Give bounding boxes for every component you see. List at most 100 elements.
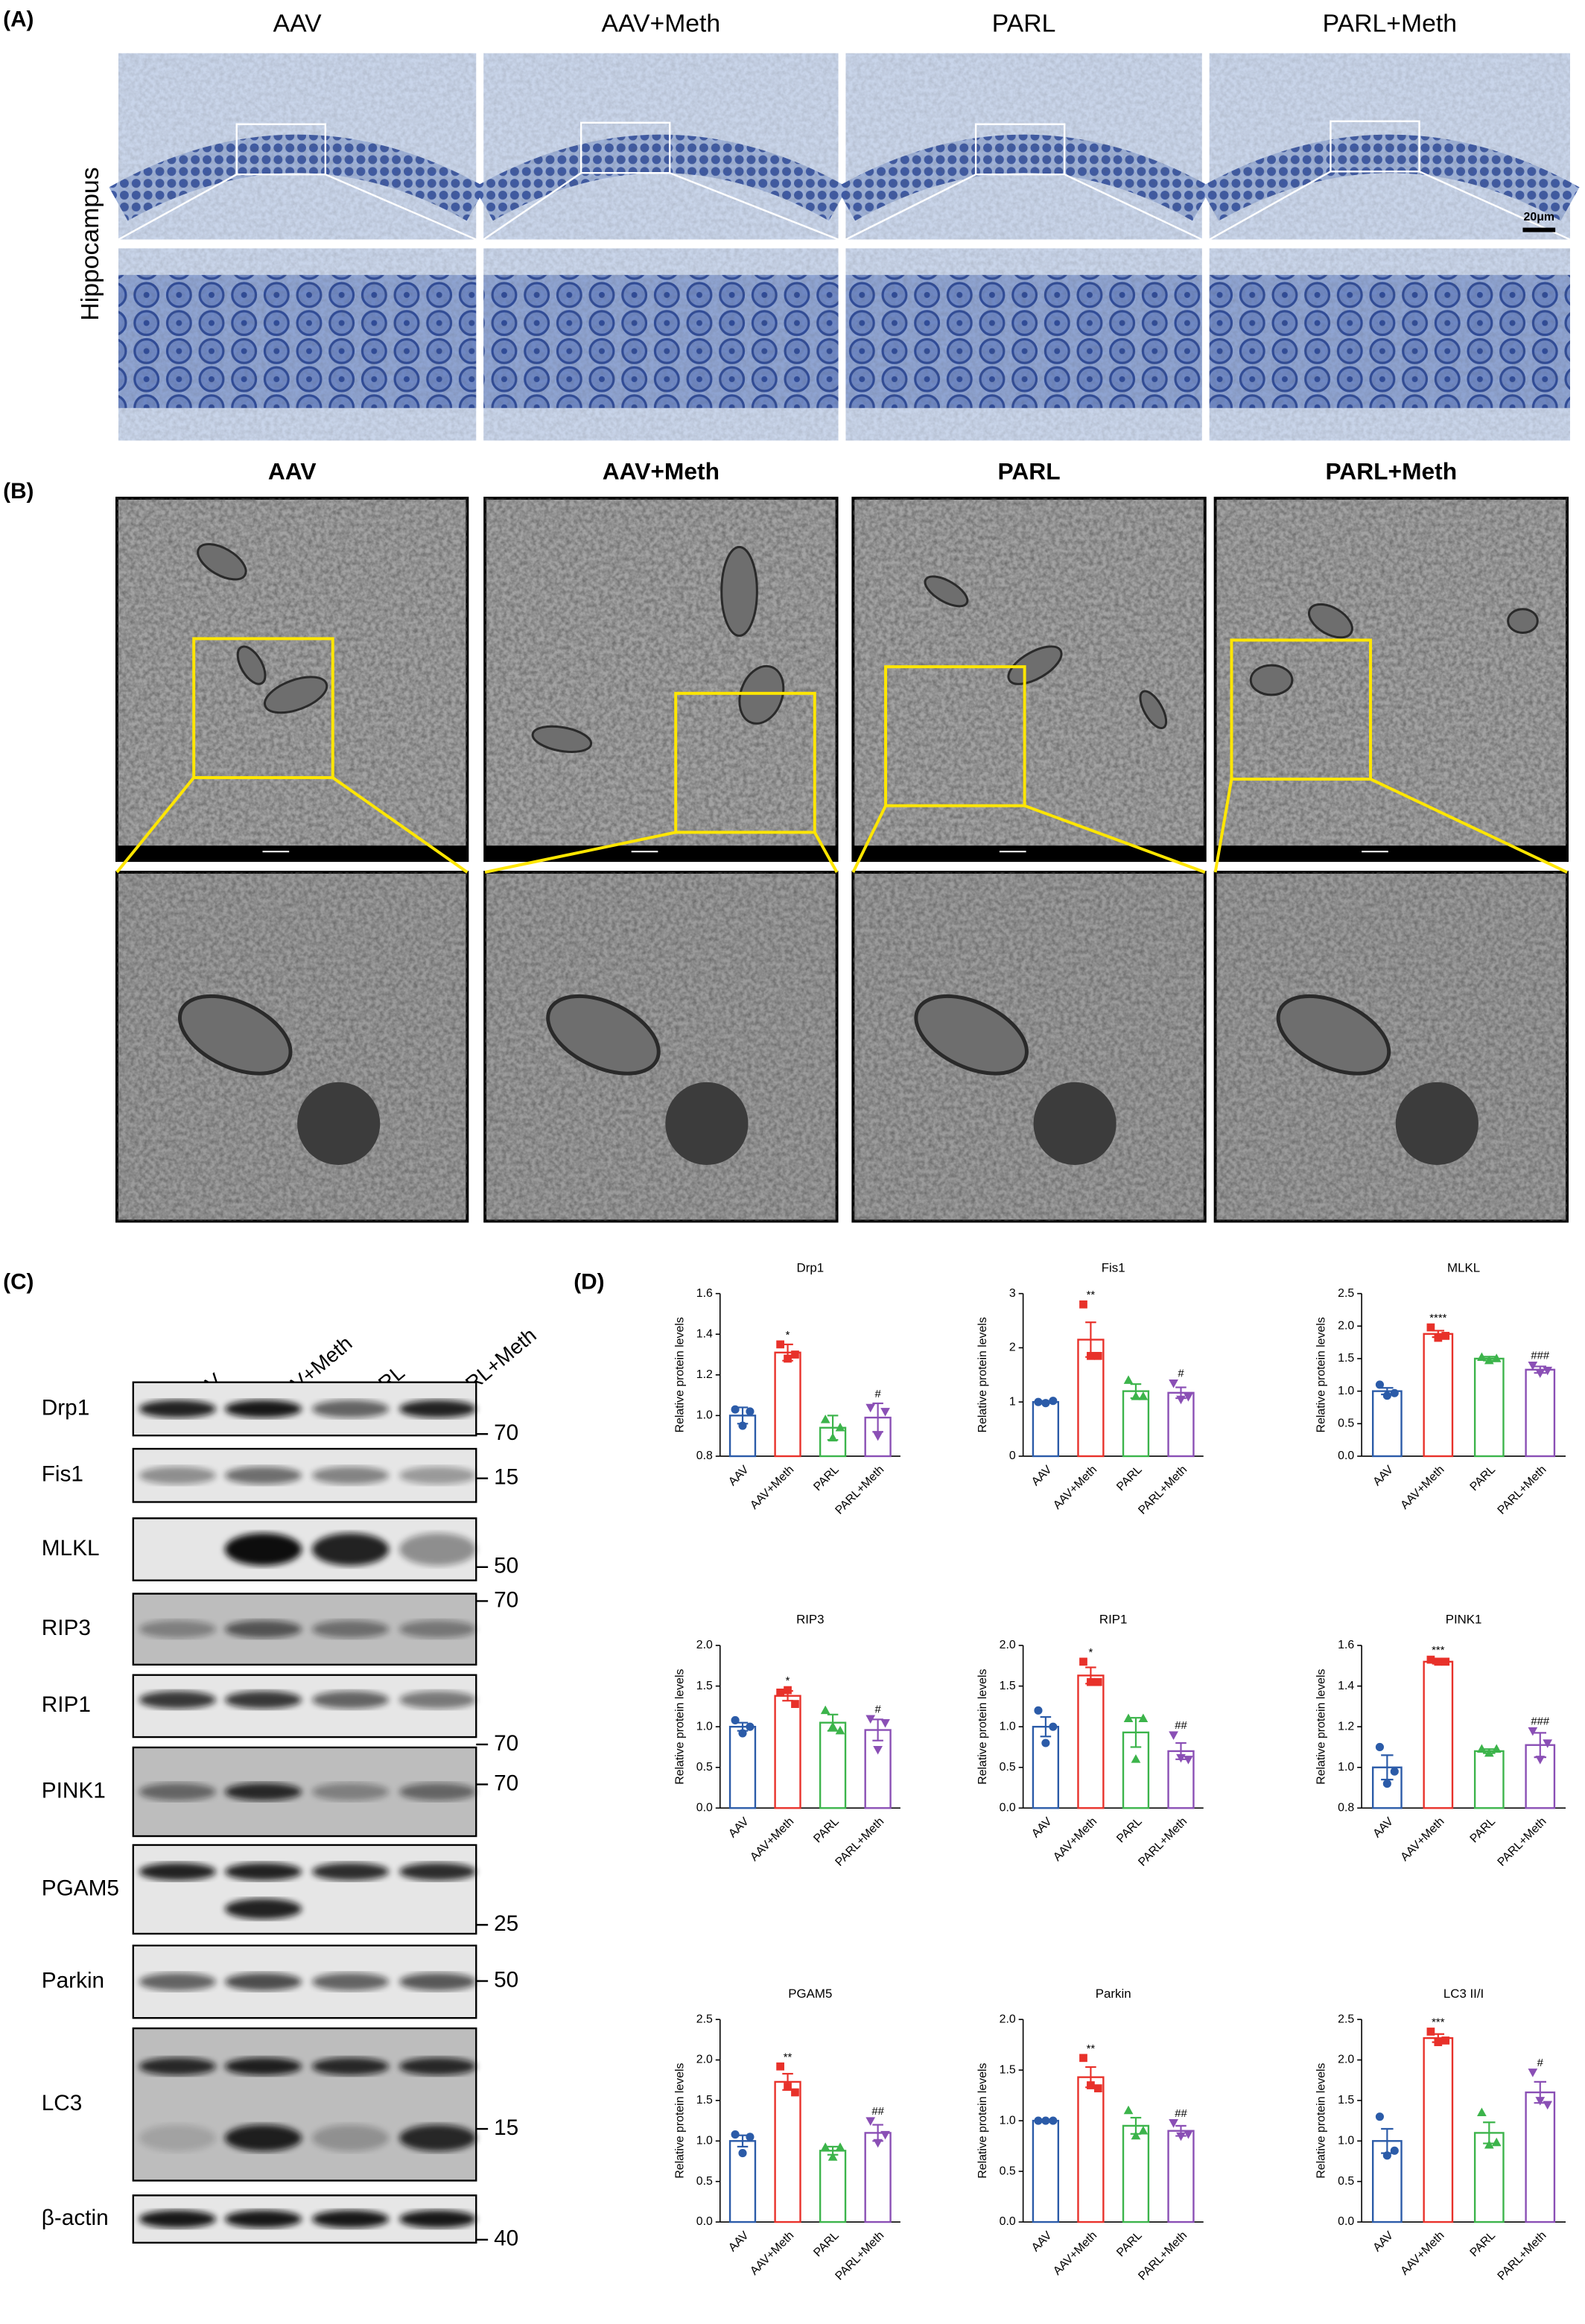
data-point — [731, 1405, 740, 1414]
data-point — [1535, 1756, 1546, 1765]
data-point — [1375, 1742, 1384, 1752]
data-point — [1138, 1391, 1149, 1400]
y-tick-label: 2.5 — [1338, 2013, 1354, 2025]
mw-marker: 70 — [494, 1771, 518, 1795]
zoom-box — [674, 691, 816, 834]
mitochondrion — [546, 994, 661, 1076]
band — [139, 1620, 216, 1639]
band — [224, 2210, 302, 2228]
data-point — [1477, 1744, 1487, 1753]
bar-chart — [1357, 1292, 1566, 1458]
band — [399, 1620, 477, 1639]
chart-title: RIP3 — [796, 1613, 824, 1627]
mw-marker: 25 — [494, 1911, 518, 1936]
blot — [132, 2027, 477, 2182]
band — [224, 1691, 302, 1709]
data-point — [731, 2130, 740, 2139]
data-point — [731, 1715, 740, 1724]
scale-bar-label: 500 nm — [294, 848, 319, 857]
dense-body — [1395, 1082, 1478, 1165]
data-point — [1390, 1767, 1399, 1776]
data-point — [1484, 1747, 1494, 1757]
bar-chart — [1018, 2019, 1204, 2223]
bar-chart — [1357, 1645, 1566, 1809]
data-point — [1169, 2119, 1178, 2128]
y-tick-label: 1.0 — [1338, 1385, 1354, 1397]
mw-marker: 70 — [494, 1731, 518, 1756]
y-tick-label: 2.0 — [696, 2054, 713, 2066]
y-tick-label: 2.0 — [1000, 2013, 1016, 2025]
data-point — [1426, 1323, 1435, 1332]
band — [224, 2057, 302, 2076]
data-point — [1535, 1369, 1546, 1378]
protein-label: LC3 — [42, 2091, 83, 2115]
significance-label: ### — [1531, 1350, 1550, 1362]
y-tick-label: 0.5 — [1338, 2175, 1354, 2188]
data-point — [1176, 1395, 1186, 1405]
data-point — [880, 1408, 890, 1417]
data-point — [1184, 1393, 1193, 1402]
chart-title: MLKL — [1447, 1260, 1480, 1274]
data-point — [820, 1705, 830, 1715]
data-point — [865, 2117, 876, 2126]
mw-marker: 15 — [494, 2115, 518, 2140]
band — [224, 1972, 302, 1991]
micrograph-texture — [845, 53, 1202, 240]
group-header: AAV — [273, 10, 322, 38]
band — [311, 2210, 390, 2228]
chart-title: Fis1 — [1102, 1260, 1125, 1274]
data-point — [784, 1686, 792, 1695]
bar-chart — [715, 2019, 901, 2223]
significance-label: # — [1178, 1368, 1184, 1380]
region-label: Hippocampus — [76, 167, 104, 320]
data-point — [1441, 1657, 1450, 1666]
data-point — [1390, 2146, 1399, 2155]
protein-label: RIP3 — [42, 1616, 91, 1640]
data-point — [1184, 1756, 1193, 1765]
data-point — [1426, 1655, 1435, 1664]
data-point — [1041, 2116, 1050, 2125]
y-tick-label: 0.8 — [696, 1450, 713, 1462]
em-texture — [1215, 872, 1567, 1222]
zoom-box — [579, 121, 671, 174]
data-point — [828, 1721, 838, 1730]
y-tick-label: 1 — [1009, 1395, 1016, 1408]
group-header: PARL+Meth — [1323, 10, 1457, 38]
data-point — [828, 1432, 838, 1442]
mw-marker: 70 — [494, 1587, 518, 1612]
data-point — [1535, 2097, 1546, 2106]
y-tick-label: 0.5 — [1000, 2165, 1016, 2177]
scale-strip — [853, 845, 1205, 861]
y-tick-label: 2.0 — [1338, 1319, 1354, 1332]
dense-body — [665, 1082, 749, 1165]
micrograph-texture — [483, 53, 839, 240]
zoom-line — [483, 172, 582, 241]
band — [311, 1620, 390, 1639]
zoom-line — [1213, 778, 1233, 873]
data-point — [1138, 2125, 1149, 2135]
significance-label: ## — [1175, 1720, 1187, 1732]
panel-label: (A) — [3, 7, 34, 32]
band — [139, 1972, 216, 1991]
y-axis-label: Relative protein levels — [673, 1669, 686, 1785]
group-header: AAV — [268, 458, 317, 485]
significance-label: * — [786, 1330, 790, 1342]
data-point — [1034, 1706, 1043, 1715]
data-point — [828, 2152, 838, 2161]
data-point — [791, 1350, 799, 1359]
chart-title: RIP1 — [1099, 1613, 1127, 1627]
group-header: PARL+Meth — [1325, 458, 1457, 485]
y-tick-label: 1.0 — [1000, 2114, 1016, 2127]
band — [399, 1533, 477, 1566]
data-point — [865, 1715, 876, 1724]
data-point — [738, 1421, 747, 1430]
y-tick-label: 0.0 — [696, 2215, 713, 2228]
group-header: AAV+Meth — [602, 10, 721, 38]
band — [311, 1782, 390, 1801]
data-point — [1375, 1380, 1384, 1389]
micrograph-texture — [1209, 53, 1570, 240]
zoom-line — [1370, 778, 1568, 874]
zoom-line — [845, 174, 976, 241]
data-point — [784, 2083, 792, 2091]
band — [139, 1400, 216, 1418]
